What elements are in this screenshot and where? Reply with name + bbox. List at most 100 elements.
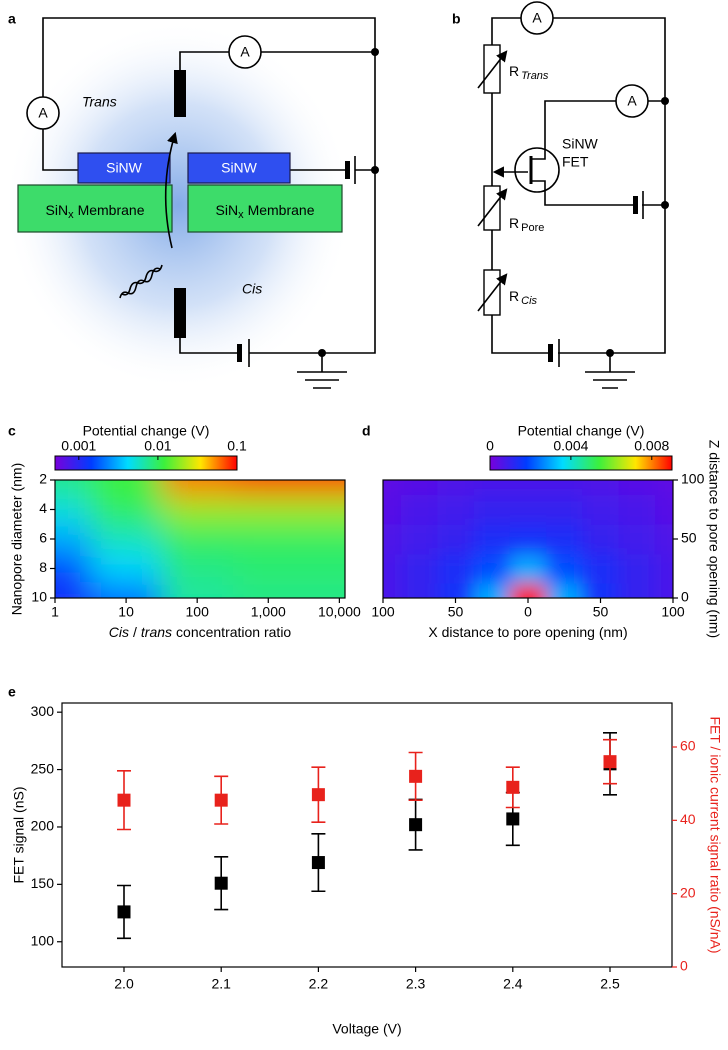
resistor-label: R Pore [509,215,544,234]
membrane [17,184,173,233]
resistor-sub: Trans [521,70,549,82]
x-axis-title-part: / [133,624,137,640]
trans-label: Trans [82,94,117,110]
heatmap-cell [161,583,234,598]
wire [42,17,376,354]
x-axis-title-part: X distance to pore opening (nm) [428,624,627,640]
colorbar-tick-label: 0.008 [634,438,669,454]
heatmap-cell [383,553,402,584]
y-tick-label: 200 [31,818,55,834]
heatmap-cell [473,583,511,598]
y2-tick-label: 60 [680,738,696,754]
membrane-label: SiNx Membrane [46,202,145,221]
x-tick-label: 2.3 [406,976,426,992]
x-tick-label: 2.5 [600,976,620,992]
nanowire [187,152,291,184]
heatmap-cell [232,583,305,598]
y-tick-label: 10 [31,589,47,605]
data-point [409,769,423,783]
membrane-text: SiN [46,202,69,218]
fet-label: SiNW [562,136,599,152]
heatmap-cell [383,494,402,525]
data-point [214,876,228,890]
y-axis-title: Z distance to pore opening (nm) [706,440,722,638]
fet [514,147,560,193]
heatmap-cell [437,480,475,496]
heatmap-cell [161,494,234,525]
heatmap-cell [654,524,673,555]
x-axis-title-part: Cis [109,624,129,640]
heatmap-cell [303,480,345,496]
ammeter [615,84,649,118]
heatmap-cell [55,494,92,525]
membrane-sub: x [68,209,74,221]
resistor-text: R [509,288,519,304]
battery-plate [345,161,350,179]
wire [179,51,375,70]
x-tick-label: 50 [593,604,609,620]
junction [661,201,669,209]
translocation-arrow [164,131,178,249]
membrane-rest: Membrane [248,202,315,218]
heatmap-cell [161,524,234,555]
heatmap-cell [55,480,92,496]
junction [371,48,379,56]
heatmap-cell [509,480,547,496]
heatmap-cell [161,553,234,584]
data-point [214,793,228,807]
heatmap-cell [618,583,656,598]
heatmap-cell [582,583,620,598]
colorbar-title: Potential change (V) [518,423,645,439]
y-tick-label: 250 [31,760,55,776]
y-axis-title: Nanopore diameter (nm) [9,463,25,616]
membrane-sub: x [238,209,244,221]
panel-label: b [452,11,461,27]
heatmap-cell [618,524,656,555]
x-tick-label: 1 [51,604,59,620]
junction [661,97,669,105]
electrode [174,288,186,338]
heatmap-cell [303,553,345,584]
x-tick-label: 0 [524,604,532,620]
heatmap-cell [401,480,438,496]
resistor-label: R Trans [509,63,549,82]
y-axis-title: FET signal (nS) [11,787,27,884]
heatmap-cell [437,553,475,584]
heatmap-cell [90,494,163,525]
fet-label: FET [562,154,589,170]
heatmap-cell [161,480,234,496]
resistor-text: R [509,63,519,79]
resistor-sub: Cis [521,295,537,307]
heatmap-cell [401,524,438,555]
data-point [117,905,131,919]
ground [585,353,635,389]
heatmap-cell [582,480,620,496]
heatmap-cell [437,583,475,598]
heatmap-cell [437,524,475,555]
heatmap-cell [546,480,583,496]
panel-label: d [362,423,371,439]
colorbar-tick-label: 0.01 [144,438,171,454]
membrane-text: SiN [216,202,239,218]
x-tick-label: 2.0 [114,976,134,992]
heatmap-cell [232,480,305,496]
battery-plate [633,196,638,214]
heatmap-cells [55,480,345,598]
heatmap-cell [55,583,92,598]
y-tick-label: 100 [681,471,705,487]
heatmap-clip [383,480,673,598]
heatmap-cell [90,583,163,598]
heatmap-cell [509,553,547,584]
heatmap-cell [303,524,345,555]
ammeter [520,1,554,35]
battery-plate [237,344,242,362]
heatmap-cell [509,583,547,598]
x-axis-title: Voltage (V) [332,1021,401,1037]
junction [371,166,379,174]
resistor-label: R Cis [509,288,538,307]
heatmap-cell [509,494,547,525]
y-tick-label: 2 [39,471,47,487]
y2-tick-label: 0 [680,958,688,974]
